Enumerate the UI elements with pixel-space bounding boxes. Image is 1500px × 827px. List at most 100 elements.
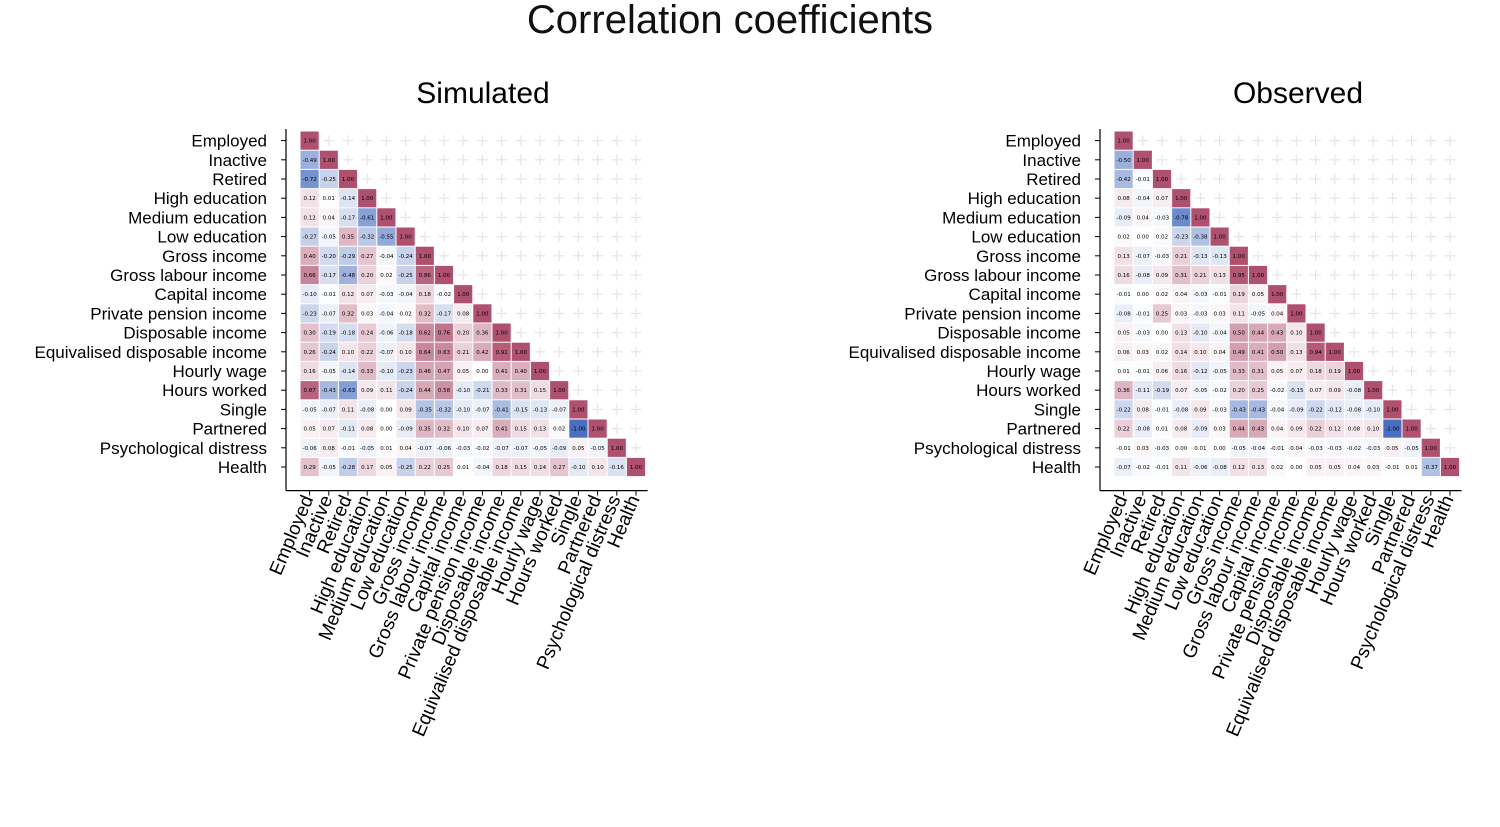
cell-value-label: -0.04: [398, 292, 413, 298]
cell-value-label: -0.50: [1116, 158, 1131, 164]
heatmap-cell: [1287, 400, 1306, 419]
cell-value-label: -0.19: [1155, 388, 1170, 394]
heatmap-cell: [1191, 246, 1210, 265]
cell-value-label: 1.00: [1194, 215, 1207, 221]
heatmap-cell: [1210, 285, 1229, 304]
cell-value-label: -0.07: [379, 350, 394, 356]
cell-value-label: 0.66: [303, 273, 316, 279]
heatmap-cell: [377, 381, 396, 400]
heatmap-cell: [569, 400, 588, 419]
cell-value-label: 0.26: [303, 350, 316, 356]
cell-value-label: 0.32: [419, 311, 431, 317]
cell-value-label: -0.18: [341, 331, 356, 337]
heatmap-cell: [1229, 342, 1248, 361]
cell-value-label: 0.03: [1213, 311, 1226, 317]
heatmap-cell: [396, 265, 415, 285]
heatmap-cell: [1344, 419, 1364, 438]
heatmap-cell: [492, 361, 511, 381]
heatmap-cell: [319, 285, 338, 304]
cell-value-label: 1.00: [342, 177, 355, 183]
row-label: Private pension income: [90, 304, 267, 323]
cell-value-label: -0.78: [1174, 215, 1189, 221]
heatmap-cell: [415, 246, 434, 265]
cell-value-label: 1.00: [361, 196, 374, 202]
cell-value-label: 0.31: [1252, 369, 1264, 375]
cell-value-label: 0.08: [361, 427, 374, 433]
heatmap-cell: [300, 438, 319, 457]
cell-value-label: 1.00: [1290, 311, 1303, 317]
cell-value-label: -0.03: [1193, 292, 1208, 298]
heatmap-cell: [1133, 342, 1152, 361]
cell-value-label: -0.63: [341, 388, 356, 394]
cell-value-label: -0.14: [341, 196, 356, 202]
heatmap-cell: [1229, 285, 1248, 304]
cell-value-label: -0.49: [302, 158, 317, 164]
heatmap-cell: [358, 189, 377, 208]
cell-value-label: 0.29: [303, 465, 316, 471]
cell-value-label: -0.17: [437, 311, 452, 317]
cell-value-label: -0.09: [1116, 215, 1131, 221]
heatmap-cell: [1402, 438, 1421, 457]
cell-value-label: 1.00: [476, 311, 489, 317]
cell-value-label: 1.00: [611, 446, 624, 452]
cell-value-label: -0.13: [533, 407, 548, 413]
heatmap-cell: [550, 400, 569, 419]
cell-value-label: 1.00: [1386, 407, 1399, 413]
heatmap-cell: [396, 304, 415, 323]
cell-value-label: 0.95: [1233, 273, 1246, 279]
heatmap-cell: [1191, 227, 1210, 246]
cell-value-label: 1.00: [1233, 254, 1246, 260]
cell-value-label: -0.01: [322, 292, 336, 298]
heatmap-cell: [300, 304, 319, 323]
heatmap-cell: [300, 227, 319, 246]
heatmap-cell: [1229, 419, 1248, 438]
heatmap-cell: [338, 169, 358, 189]
heatmap-cell: [1114, 400, 1133, 419]
heatmap-cell: [1229, 361, 1248, 381]
heatmap-cell: [319, 323, 338, 342]
cell-value-label: -0.05: [302, 407, 317, 413]
cell-value-label: -0.03: [1136, 331, 1151, 337]
cell-value-label: 1.00: [572, 407, 585, 413]
cell-value-label: 0.58: [438, 388, 451, 394]
cell-value-label: 0.06: [1117, 350, 1130, 356]
cell-value-label: 0.13: [1252, 465, 1265, 471]
cell-value-label: -0.05: [1404, 446, 1419, 452]
heatmap-cell: [300, 150, 319, 169]
heatmap-cell: [434, 304, 454, 323]
heatmap-cell: [415, 381, 434, 400]
cell-value-label: 0.41: [495, 369, 507, 375]
cell-value-label: 0.43: [1271, 331, 1284, 337]
cell-value-label: -0.10: [302, 292, 317, 298]
cell-value-label: 0.18: [495, 465, 508, 471]
row-label: Psychological distress: [914, 439, 1081, 458]
cell-value-label: -0.10: [456, 388, 471, 394]
cell-value-label: 0.01: [1405, 465, 1417, 471]
heatmap-cell: [1325, 457, 1344, 477]
cell-value-label: 0.08: [1137, 407, 1150, 413]
heatmap-cell: [358, 304, 377, 323]
heatmap-cell: [1306, 457, 1325, 477]
heatmap-cell: [626, 457, 646, 477]
panel-title-simulated: Simulated: [416, 77, 549, 110]
heatmap-cell: [415, 361, 434, 381]
cell-value-label: 0.00: [1290, 465, 1303, 471]
cell-value-label: 0.17: [361, 465, 374, 471]
heatmap-cell: [300, 457, 319, 477]
cell-value-label: 0.13: [1290, 350, 1303, 356]
cell-value-label: -0.28: [341, 465, 356, 471]
heatmap-cell: [300, 169, 319, 189]
cell-value-label: -0.01: [1155, 465, 1169, 471]
heatmap-cell: [1229, 457, 1248, 477]
heatmap-cell: [434, 265, 454, 285]
heatmap-cell: [319, 361, 338, 381]
heatmap-cell: [1210, 227, 1229, 246]
cell-value-label: 0.13: [1117, 254, 1130, 260]
row-label: Medium education: [128, 208, 267, 227]
heatmap-cell: [434, 323, 454, 342]
heatmap-cell: [338, 304, 358, 323]
heatmap-cell: [1229, 400, 1248, 419]
heatmap-cell: [1172, 438, 1191, 457]
cell-value-label: 0.08: [1117, 196, 1130, 202]
heatmap-cell: [358, 323, 377, 342]
